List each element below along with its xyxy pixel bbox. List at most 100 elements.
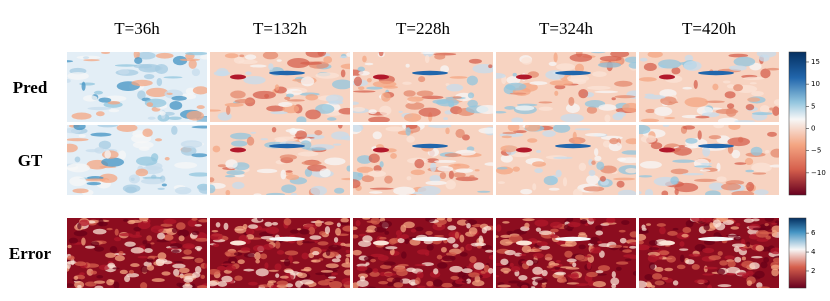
blob — [186, 110, 204, 121]
blob — [466, 222, 471, 229]
blob — [195, 237, 207, 242]
blob — [338, 107, 350, 115]
blob — [704, 266, 718, 270]
blob — [770, 247, 779, 255]
blob — [771, 229, 778, 237]
tick-label: 6 — [811, 229, 816, 237]
blob — [554, 271, 567, 276]
blob — [291, 90, 305, 93]
blob — [97, 221, 108, 227]
blob — [416, 90, 434, 97]
blob — [433, 268, 439, 275]
blob — [667, 231, 678, 236]
blob — [172, 55, 188, 66]
blob — [67, 79, 71, 83]
blob — [583, 186, 605, 192]
blob — [368, 116, 390, 122]
blob — [147, 116, 156, 120]
blob — [69, 176, 87, 187]
blob — [731, 190, 755, 195]
blob — [328, 280, 343, 288]
blob — [522, 218, 535, 222]
blob — [476, 104, 493, 114]
blob — [702, 247, 715, 254]
blob — [178, 235, 185, 242]
blob — [572, 262, 577, 268]
blob — [385, 126, 404, 132]
blob — [357, 172, 363, 177]
blob — [772, 257, 779, 263]
blob — [418, 76, 426, 83]
blob — [109, 246, 118, 253]
blob — [586, 106, 598, 114]
blob — [368, 109, 377, 115]
blob — [353, 101, 360, 105]
blob — [297, 151, 319, 157]
blob — [185, 52, 207, 56]
blob — [172, 263, 186, 269]
blob — [320, 269, 334, 273]
blob — [536, 241, 548, 247]
blob — [353, 282, 359, 288]
streak — [230, 74, 246, 80]
blob — [73, 230, 88, 237]
blob — [398, 110, 403, 114]
blob — [588, 218, 596, 222]
blob — [243, 252, 255, 258]
blob — [589, 236, 600, 245]
blob — [299, 228, 310, 235]
blob — [114, 255, 125, 262]
blob — [191, 153, 207, 158]
blob — [383, 261, 396, 266]
blob — [297, 228, 302, 231]
blob — [691, 264, 700, 270]
blob — [142, 128, 153, 138]
blob — [595, 230, 604, 236]
blob — [379, 264, 392, 269]
blob — [733, 84, 743, 92]
blob — [455, 168, 473, 173]
blob — [144, 248, 153, 253]
tick-label: 15 — [811, 58, 820, 66]
blob — [353, 125, 364, 132]
blob — [681, 233, 689, 238]
blob — [159, 111, 166, 116]
blob — [324, 157, 346, 166]
blob — [297, 272, 308, 279]
blob — [151, 278, 165, 283]
blob — [105, 252, 116, 258]
blob — [574, 254, 585, 261]
blob — [178, 267, 190, 274]
blob — [223, 222, 229, 231]
blob — [434, 53, 446, 60]
blob — [526, 259, 534, 266]
streak — [269, 70, 305, 76]
blob — [496, 72, 506, 79]
blob — [773, 99, 779, 106]
blob — [457, 272, 466, 278]
blob — [200, 274, 206, 279]
blob — [648, 262, 656, 270]
blob — [731, 149, 741, 159]
blob — [171, 95, 187, 101]
blob — [530, 286, 536, 288]
blob — [553, 156, 573, 160]
blob — [672, 159, 695, 163]
blob — [217, 164, 227, 168]
streak — [659, 240, 675, 246]
blob — [362, 218, 371, 220]
blob — [315, 219, 323, 227]
blob — [654, 267, 664, 273]
blob — [564, 250, 573, 258]
blob — [515, 105, 535, 111]
blob — [586, 271, 598, 278]
blob — [566, 258, 577, 263]
blob — [225, 189, 231, 195]
blob — [658, 59, 682, 69]
blob — [552, 125, 571, 133]
blob — [548, 61, 557, 66]
blob — [512, 72, 517, 77]
blob — [446, 218, 453, 222]
blob — [432, 99, 450, 105]
